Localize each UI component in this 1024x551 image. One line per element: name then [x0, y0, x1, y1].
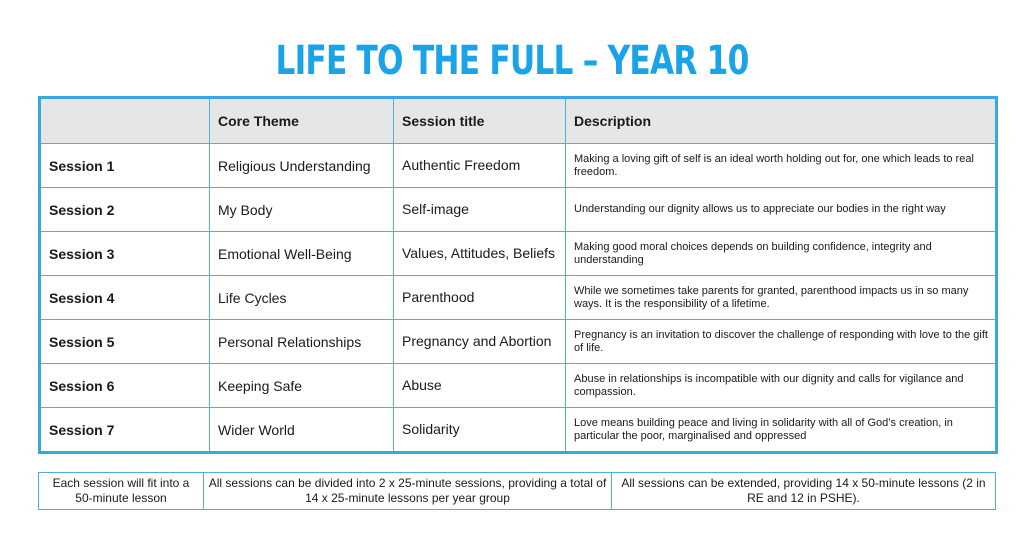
table-row: Session 3 Emotional Well-Being Values, A…	[39, 231, 997, 276]
session-title: Self-image	[393, 187, 566, 232]
table-row: Session 2 My Body Self-image Understandi…	[39, 187, 997, 232]
session-description: Understanding our dignity allows us to a…	[565, 187, 997, 232]
core-theme: Religious Understanding	[209, 143, 394, 188]
core-theme: Wider World	[209, 407, 394, 453]
footer-row: Each session will fit into a 50-minute l…	[38, 472, 996, 510]
session-description: While we sometimes take parents for gran…	[565, 275, 997, 320]
table-row: Session 1 Religious Understanding Authen…	[39, 143, 997, 188]
session-description: Making good moral choices depends on bui…	[565, 231, 997, 276]
header-blank	[39, 97, 210, 144]
session-label: Session 4	[39, 275, 210, 320]
session-label: Session 3	[39, 231, 210, 276]
session-description: Making a loving gift of self is an ideal…	[565, 143, 997, 188]
session-title: Values, Attitudes, Beliefs	[393, 231, 566, 276]
header-description: Description	[565, 97, 997, 144]
session-title: Pregnancy and Abortion	[393, 319, 566, 364]
session-description: Abuse in relationships is incompatible w…	[565, 363, 997, 408]
core-theme: Personal Relationships	[209, 319, 394, 364]
table-row: Session 5 Personal Relationships Pregnan…	[39, 319, 997, 364]
core-theme: My Body	[209, 187, 394, 232]
table-header-row: Core Theme Session title Description	[39, 97, 997, 144]
header-core-theme: Core Theme	[209, 97, 394, 144]
session-title: Abuse	[393, 363, 566, 408]
session-label: Session 1	[39, 143, 210, 188]
session-label: Session 7	[39, 407, 210, 453]
footer-note-divided-sessions: All sessions can be divided into 2 x 25-…	[203, 472, 612, 510]
footer-notes-table: Each session will fit into a 50-minute l…	[38, 472, 996, 510]
session-label: Session 6	[39, 363, 210, 408]
table-row: Session 4 Life Cycles Parenthood While w…	[39, 275, 997, 320]
session-label: Session 2	[39, 187, 210, 232]
session-title: Authentic Freedom	[393, 143, 566, 188]
header-session-title: Session title	[393, 97, 566, 144]
footer-note-extended-sessions: All sessions can be extended, providing …	[611, 472, 996, 510]
session-title: Parenthood	[393, 275, 566, 320]
core-theme: Emotional Well-Being	[209, 231, 394, 276]
core-theme: Keeping Safe	[209, 363, 394, 408]
sessions-table: Core Theme Session title Description Ses…	[38, 96, 998, 454]
table-row: Session 6 Keeping Safe Abuse Abuse in re…	[39, 363, 997, 408]
session-label: Session 5	[39, 319, 210, 364]
session-title: Solidarity	[393, 407, 566, 453]
core-theme: Life Cycles	[209, 275, 394, 320]
page-title: LIFE TO THE FULL – YEAR 10	[275, 38, 749, 84]
session-description: Love means building peace and living in …	[565, 407, 997, 453]
table-row: Session 7 Wider World Solidarity Love me…	[39, 407, 997, 453]
session-description: Pregnancy is an invitation to discover t…	[565, 319, 997, 364]
footer-note-lesson-length: Each session will fit into a 50-minute l…	[38, 472, 204, 510]
